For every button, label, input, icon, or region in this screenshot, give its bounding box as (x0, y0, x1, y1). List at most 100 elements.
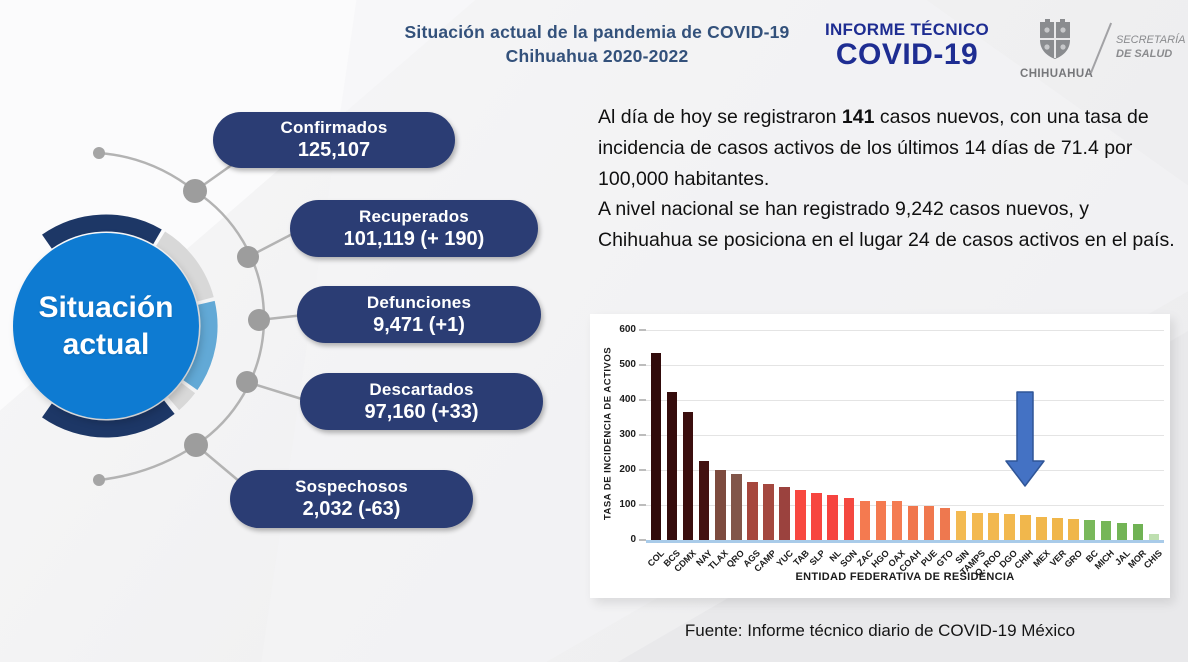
bar-SLP (811, 492, 822, 540)
ring-segment-navy-bottom (42, 400, 175, 438)
y-tick-label: 400 (619, 394, 636, 405)
bar-NL (827, 495, 838, 540)
chihuahua-highlight-arrow (1003, 391, 1047, 489)
gridline (646, 435, 1164, 436)
network-end-dot (93, 147, 105, 159)
bar-CHIH (1020, 515, 1031, 540)
y-tick-mark (639, 504, 646, 506)
bar-CHIS (1148, 534, 1160, 540)
stat-label: Recuperados (359, 206, 469, 226)
bar-Q. ROO (988, 513, 999, 540)
network-node (237, 246, 259, 268)
y-tick-label: 300 (619, 429, 636, 440)
network-node (248, 309, 270, 331)
ring-segment-lightblue (183, 300, 218, 390)
summary-paragraph-1: Al día de hoy se registraron 141 casos n… (598, 106, 1149, 190)
covid19-label: COVID-19 (835, 38, 979, 71)
stat-pill-descartados: Descartados 97,160 (+33) (300, 373, 543, 430)
ring-segment-navy-top (42, 214, 162, 249)
stat-value: 125,107 (297, 139, 371, 161)
stat-pill-defunciones: Defunciones 9,471 (+1) (297, 286, 541, 343)
bar-BCS (666, 391, 678, 540)
page-title: Situación actual de la pandemia de COVID… (317, 21, 877, 68)
x-axis-title: ENTIDAD FEDERATIVA DE RESIDENCIA (795, 571, 1015, 583)
informe-tecnico-logo: INFORME TÉCNICO COVID-19 (818, 20, 996, 72)
summary-text: Al día de hoy se registraron 141 casos n… (598, 102, 1180, 256)
x-axis-line (646, 540, 1164, 543)
gridline (646, 330, 1164, 331)
bar-DGO (1004, 514, 1015, 540)
stat-label: Defunciones (366, 292, 472, 312)
bar-AGS (747, 481, 758, 540)
infographic-network (42, 147, 306, 493)
stat-value: 97,160 (+33) (364, 400, 479, 423)
stat-pill-recuperados: Recuperados 101,119 (+ 190) (290, 200, 538, 257)
situacion-actual-hub: Situación actual (13, 233, 199, 419)
bar-OAX (891, 501, 903, 540)
source-note: Fuente: Informe técnico diario de COVID-… (684, 621, 1076, 640)
incidence-bar-chart: 0 100 200 300 400 500 600 COL BCS CDMX NAY TLAX QRO A… (590, 314, 1170, 598)
new-cases-count: 141 (841, 106, 875, 128)
bar-SON (843, 498, 855, 540)
bar-PUE (923, 505, 935, 540)
y-tick-mark (639, 434, 646, 436)
y-tick-mark (639, 539, 646, 541)
y-tick-label: 600 (619, 324, 636, 335)
bar-YUC (779, 486, 790, 540)
summary-paragraph-2: A nivel nacional se han registrado 9,242… (598, 198, 1175, 252)
page-title-line2: Chihuahua 2020-2022 (505, 45, 689, 66)
stat-pill-confirmados: Confirmados 125,107 (213, 112, 455, 168)
network-node (236, 371, 258, 393)
chihuahua-government-logo: CHIHUAHUA SECRETARÍA DE SALUD (1020, 16, 1185, 80)
network-node (184, 433, 208, 457)
chihuahua-shield: CHIHUAHUA (1020, 16, 1094, 80)
gridline (646, 365, 1164, 366)
bar-GRO (1068, 518, 1079, 540)
bar-TAMPS (972, 512, 983, 540)
y-tick-mark (639, 329, 646, 331)
stat-label: Confirmados (280, 118, 388, 137)
shield-icon (1040, 19, 1070, 59)
stat-label: Descartados (369, 379, 474, 399)
gridline (646, 470, 1164, 471)
bar-MOR (1132, 524, 1144, 540)
chart-plot-area: 0 100 200 300 400 500 600 COL BCS CDMX NAY TLAX QRO A… (590, 314, 1170, 598)
stat-value: 2,032 (-63) (302, 498, 401, 520)
chihuahua-label: CHIHUAHUA (1020, 68, 1094, 80)
y-tick-label: 200 (619, 464, 636, 475)
gridline (646, 505, 1164, 506)
page-title-line1: Situación actual de la pandemia de COVID… (404, 22, 790, 42)
informe-tecnico-label: INFORME TÉCNICO (824, 20, 990, 39)
y-tick-label: 100 (619, 499, 636, 510)
ring-segment-gray (167, 382, 196, 411)
stat-value: 101,119 (+ 190) (343, 227, 485, 250)
blue-down-arrow-icon (1005, 391, 1045, 487)
stat-pill-sospechosos: Sospechosos 2,032 (-63) (230, 470, 473, 528)
bar-CAMP (763, 483, 774, 540)
hub-label-line1: Situación (38, 290, 174, 324)
bar-SIN (955, 510, 967, 540)
bar-BC (1084, 520, 1095, 540)
y-tick-mark (639, 399, 646, 401)
y-tick-mark (639, 364, 646, 366)
bar-NAY (698, 460, 710, 540)
ring-segment-gray (155, 231, 214, 302)
logo-divider (1089, 22, 1113, 74)
secretaria-de-salud-label: SECRETARÍA DE SALUD (1116, 34, 1186, 60)
hub-label-line2: actual (62, 328, 150, 361)
y-tick-label: 500 (619, 359, 636, 370)
bar-COAH (907, 505, 919, 540)
bar-VER (1052, 517, 1063, 540)
bar-JAL (1116, 522, 1128, 540)
y-axis-title: TASA DE INCIDENCIA DE ACTIVOS (602, 346, 614, 521)
gridline (646, 400, 1164, 401)
network-node (183, 179, 207, 203)
stat-value: 9,471 (+1) (373, 313, 465, 336)
bar-CDMX (682, 411, 694, 540)
bar-MEX (1036, 516, 1047, 540)
network-end-dot (93, 474, 105, 486)
y-tick-label: 0 (630, 534, 636, 545)
stat-label: Sospechosos (295, 477, 408, 496)
bar-TLAX (715, 470, 726, 540)
